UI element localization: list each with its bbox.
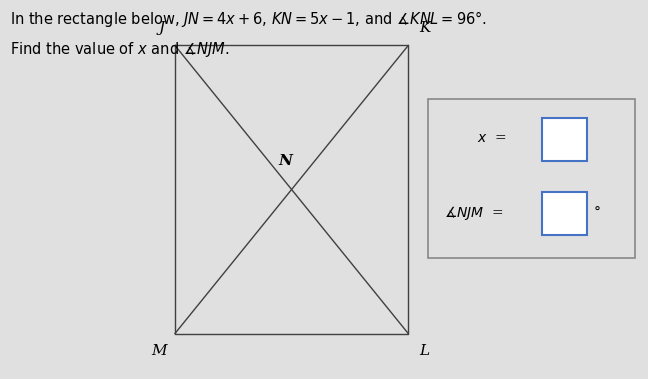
FancyBboxPatch shape: [542, 117, 587, 161]
Text: M: M: [151, 344, 167, 357]
Text: In the rectangle below, $JN=4x+6$, $KN=5x-1$, and $\measuredangle KNL=96°$.: In the rectangle below, $JN=4x+6$, $KN=5…: [10, 9, 487, 30]
FancyBboxPatch shape: [542, 193, 587, 235]
Text: $x$  =: $x$ =: [477, 132, 507, 145]
Text: L: L: [419, 344, 430, 357]
FancyBboxPatch shape: [428, 99, 635, 258]
Text: N: N: [278, 154, 292, 168]
Text: K: K: [419, 22, 430, 35]
Text: °: °: [594, 206, 601, 220]
Text: J: J: [159, 22, 165, 35]
Text: $\measuredangle NJM$  =: $\measuredangle NJM$ =: [445, 204, 504, 222]
Text: Find the value of $x$ and $\measuredangle NJM$.: Find the value of $x$ and $\measuredangl…: [10, 40, 229, 59]
